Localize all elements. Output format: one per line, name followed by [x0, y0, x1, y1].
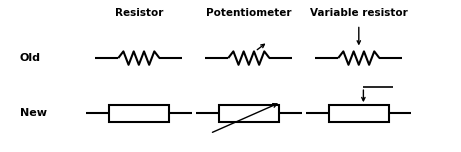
FancyBboxPatch shape [219, 105, 278, 121]
Text: Resistor: Resistor [115, 8, 163, 18]
Text: Old: Old [20, 53, 41, 63]
FancyBboxPatch shape [109, 105, 169, 121]
Text: Variable resistor: Variable resistor [310, 8, 408, 18]
Text: New: New [20, 108, 47, 118]
FancyBboxPatch shape [329, 105, 389, 121]
Text: Potentiometer: Potentiometer [206, 8, 291, 18]
